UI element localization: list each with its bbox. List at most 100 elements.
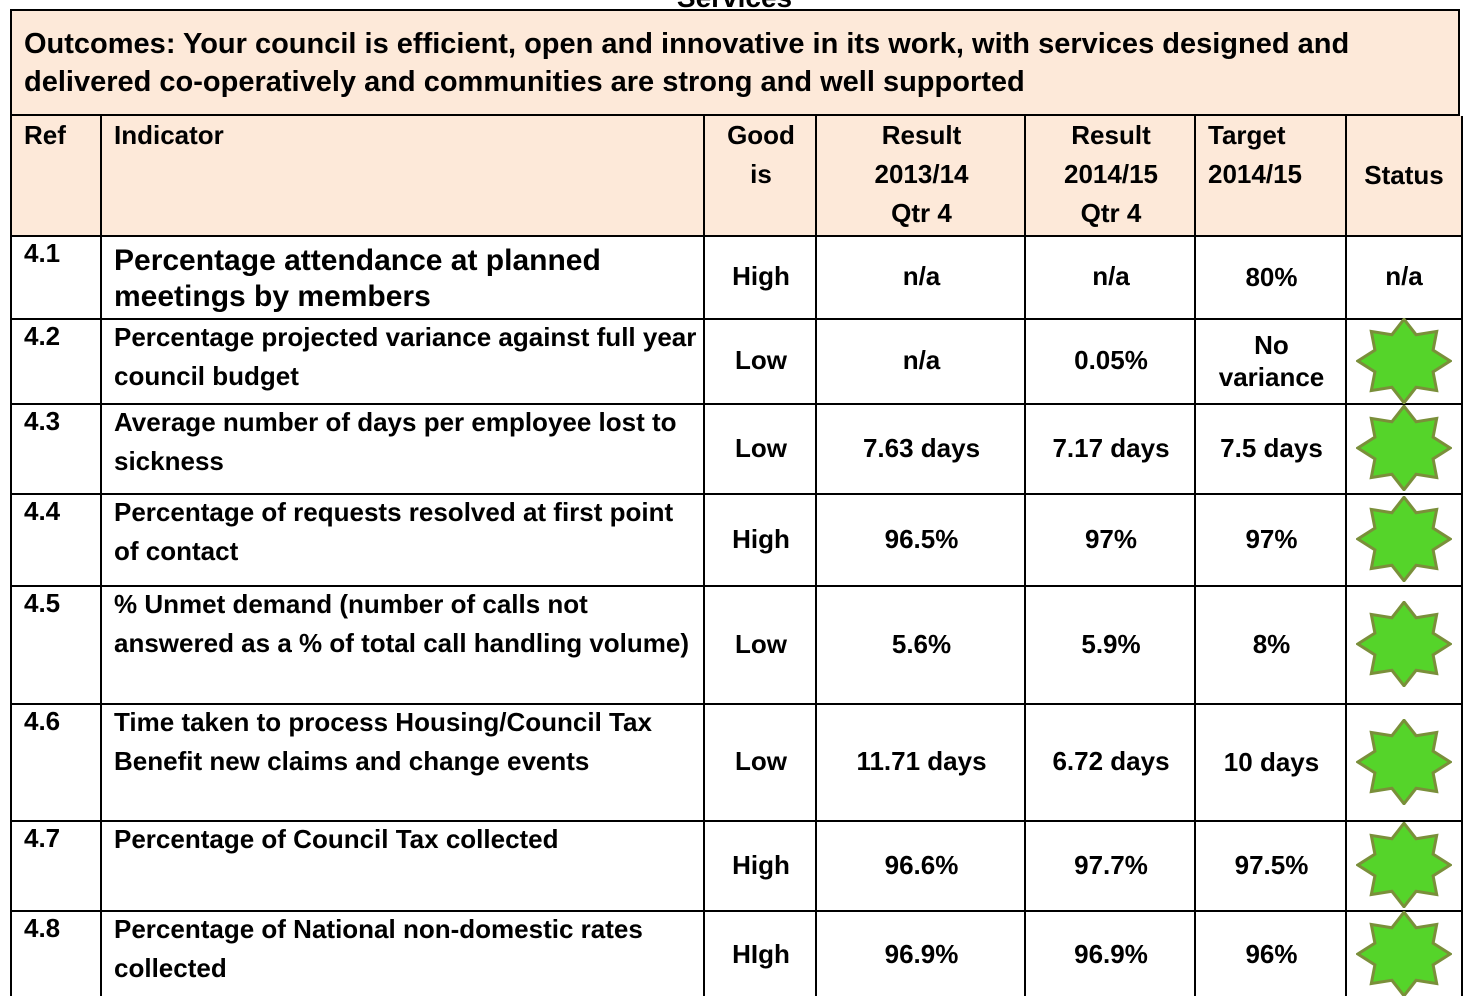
cell-text: 5.6% (891, 628, 952, 659)
cell-text: 4.6 (24, 706, 61, 736)
ref-cell: 4.4 (10, 493, 102, 587)
cell-text: Percentage of Council Tax collected (114, 824, 559, 854)
star-shape (1356, 317, 1452, 404)
value-cell: 96% (1194, 910, 1347, 996)
cell-text: Percentage of National non-domestic rate… (114, 914, 643, 983)
cell-text: HIgh (732, 938, 790, 969)
cell-text: Low (735, 628, 787, 659)
cell-text: 4.5 (24, 588, 61, 618)
status-cell (1345, 820, 1463, 912)
cell-text: Indicator (114, 120, 224, 150)
value-cell: 96.9% (815, 910, 1026, 996)
cell-text: Low (735, 746, 787, 776)
status-cell (1345, 910, 1463, 996)
cell-text: n/a (1385, 261, 1423, 291)
value-cell: n/a (815, 235, 1026, 320)
cell-text: 96.6% (884, 849, 959, 880)
ref-cell: 4.3 (10, 403, 102, 495)
status-cell (1345, 493, 1463, 587)
cell-text: % Unmet demand (number of calls not answ… (114, 589, 690, 658)
value-cell: Low (703, 703, 817, 822)
cell-text: Ref (24, 120, 66, 150)
value-cell: 97.5% (1194, 820, 1347, 912)
star-shape (1356, 822, 1452, 908)
value-cell: 5.9% (1024, 585, 1196, 705)
value-cell: 7.17 days (1024, 403, 1196, 495)
status-star (1356, 911, 1452, 996)
value-cell: No variance (1194, 318, 1347, 405)
indicator-cell: Percentage projected variance against fu… (100, 318, 705, 405)
cell-text: 96.5% (884, 523, 959, 554)
value-cell: 8% (1194, 585, 1347, 705)
cell-text: 7.63 days (862, 432, 981, 463)
value-cell: n/a (815, 318, 1026, 405)
value-cell: 7.63 days (815, 403, 1026, 495)
indicator-cell: Time taken to process Housing/Council Ta… (100, 703, 705, 822)
status-cell (1345, 703, 1463, 822)
cell-text: 4.2 (24, 321, 61, 351)
value-cell: 96.6% (815, 820, 1026, 912)
cell-text: 4.1 (24, 238, 61, 268)
cell-text: 97.5% (1234, 850, 1309, 880)
cell-text: 8% (1252, 629, 1291, 659)
cell-text: n/a (902, 261, 941, 291)
cell-text: High (732, 523, 790, 554)
indicator-cell: Percentage of requests resolved at first… (100, 493, 705, 587)
cell-text: Status (1364, 160, 1444, 190)
cell-text: High (732, 849, 790, 880)
value-cell: High (703, 820, 817, 912)
cell-text: 4.7 (24, 823, 61, 853)
cell-text: Percentage projected variance against fu… (114, 322, 697, 391)
cell-text: 80% (1245, 261, 1298, 292)
status-star (1356, 822, 1452, 908)
cell-text: 97.7% (1074, 849, 1148, 880)
ref-cell: 4.5 (10, 585, 102, 705)
cell-text: 5.9% (1081, 628, 1141, 659)
cell-text: 0.05% (1074, 345, 1148, 375)
star-shape (1356, 496, 1452, 582)
cell-text: Result 2014/15 Qtr 4 (1064, 120, 1158, 228)
cell-text: 11.71 days (856, 746, 987, 776)
indicator-cell: % Unmet demand (number of calls not answ… (100, 585, 705, 705)
cell-text: Percentage attendance at planned meeting… (114, 244, 601, 313)
cell-text: n/a (902, 345, 941, 375)
cell-text: 96.9% (1074, 938, 1148, 969)
value-cell: HIgh (703, 910, 817, 996)
value-cell: 10 days (1194, 703, 1347, 822)
cell-text: Target 2014/15 (1208, 120, 1302, 189)
value-cell: High (703, 235, 817, 320)
cell-text: 96% (1245, 939, 1298, 969)
header-cell: Target 2014/15 (1194, 116, 1347, 237)
ref-cell: 4.1 (10, 235, 102, 320)
cell-text: 10 days (1223, 746, 1320, 777)
cell-text: Average number of days per employee lost… (114, 407, 677, 476)
cell-text: 96.9% (884, 938, 959, 969)
value-cell: n/a (1024, 235, 1196, 320)
ref-cell: 4.8 (10, 910, 102, 996)
value-cell: 5.6% (815, 585, 1026, 705)
cell-text: 4.8 (24, 913, 61, 943)
cell-text: No variance (1218, 329, 1325, 392)
cell-text: Percentage of requests resolved at first… (114, 497, 674, 566)
indicator-cell: Average number of days per employee lost… (100, 403, 705, 495)
outcome-banner: Outcomes: Your council is efficient, ope… (10, 9, 1460, 116)
star-shape (1356, 911, 1452, 996)
ref-cell: 4.2 (10, 318, 102, 405)
value-cell: 96.9% (1024, 910, 1196, 996)
star-shape (1356, 718, 1452, 805)
cell-text: 4.4 (24, 496, 61, 526)
value-cell: 97% (1194, 493, 1347, 587)
status-star (1356, 601, 1452, 687)
value-cell: 11.71 days (815, 703, 1026, 822)
header-cell: Indicator (100, 116, 705, 237)
status-cell (1345, 403, 1463, 495)
ref-cell: 4.7 (10, 820, 102, 912)
indicator-cell: Percentage of National non-domestic rate… (100, 910, 705, 996)
cell-text: Good is (727, 120, 795, 189)
status-star (1356, 718, 1452, 805)
indicator-cell: Percentage of Council Tax collected (100, 820, 705, 912)
cell-text: Result 2013/14 Qtr 4 (874, 120, 969, 228)
cell-text: Low (735, 432, 787, 463)
cell-text: 7.17 days (1052, 432, 1170, 463)
